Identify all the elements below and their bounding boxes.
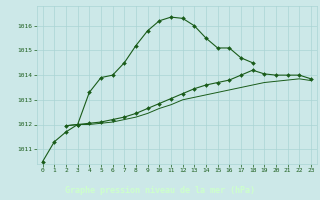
Text: Graphe pression niveau de la mer (hPa): Graphe pression niveau de la mer (hPa) bbox=[65, 186, 255, 195]
